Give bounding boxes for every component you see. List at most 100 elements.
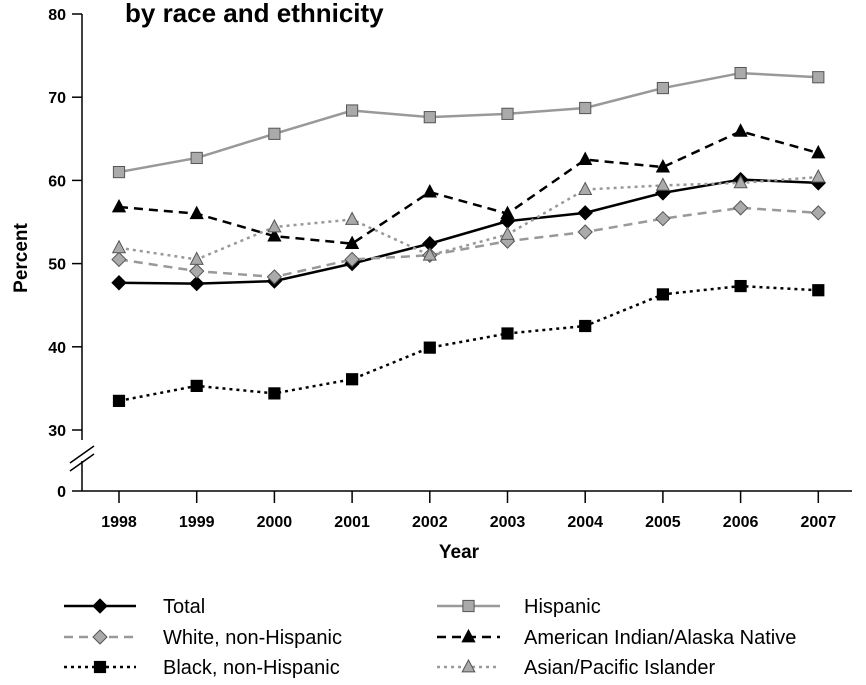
- data-point: [344, 211, 360, 225]
- x-tick-label: 1998: [101, 514, 137, 531]
- data-point: [266, 269, 283, 285]
- data-point: [344, 235, 360, 250]
- x-axis-ticks: 1998 1999 2000 2001 2002 2003 2004 2005 2006 2007: [101, 491, 836, 531]
- x-tick-label: 2004: [567, 514, 603, 531]
- data-point: [579, 319, 592, 333]
- legend-marker: [461, 658, 476, 673]
- legend-label: Asian/Pacific Islander: [524, 657, 716, 679]
- series-line: [118, 129, 819, 245]
- data-point: [656, 81, 669, 95]
- data-point: [655, 210, 671, 227]
- data-point: [267, 218, 282, 233]
- data-point: [112, 165, 126, 179]
- series-line: [118, 284, 819, 403]
- legend-marker: [93, 660, 107, 674]
- data-point: [578, 181, 593, 195]
- data-point: [268, 387, 281, 400]
- series-markers-4: [111, 123, 826, 250]
- y-axis-label: Percent: [11, 222, 32, 292]
- data-point: [733, 123, 748, 137]
- data-point: [732, 200, 749, 216]
- y-axis-ticks: 30 40 50 60 70 80 0: [48, 7, 82, 501]
- series-4: [118, 129, 819, 245]
- data-point: [655, 159, 671, 173]
- series-markers-5: [111, 169, 826, 265]
- legend-label: Black, non-Hispanic: [163, 657, 340, 679]
- data-point: [188, 263, 205, 279]
- data-point: [812, 284, 825, 297]
- series-markers-1: [111, 200, 827, 285]
- series-line: [118, 206, 819, 279]
- series-markers-3: [112, 66, 825, 179]
- data-point: [578, 151, 593, 165]
- legend-entry: Total: [64, 596, 205, 618]
- y-tick-label: 60: [48, 173, 66, 190]
- series-1: [118, 206, 819, 279]
- data-point: [188, 275, 205, 292]
- x-tick-label: 2005: [645, 514, 681, 531]
- y-tick-label: 40: [48, 340, 66, 357]
- series-line: [118, 175, 819, 261]
- legend-label: Total: [163, 596, 205, 618]
- data-point: [423, 341, 436, 354]
- y-tick-label: 50: [48, 257, 66, 274]
- data-point: [812, 71, 825, 84]
- data-point: [501, 327, 514, 340]
- data-point: [111, 275, 127, 291]
- y-axis-break-mark: [69, 445, 95, 464]
- data-point: [423, 111, 436, 124]
- series-3: [118, 71, 819, 174]
- data-point: [811, 144, 826, 159]
- series-markers-2: [112, 279, 825, 407]
- series-0: [118, 178, 819, 285]
- chart-title: by race and ethnicity: [125, 0, 384, 28]
- data-point: [810, 205, 827, 221]
- legend-entry: Black, non-Hispanic: [64, 657, 340, 679]
- legend-marker: [462, 599, 475, 613]
- y-tick-label: 70: [48, 90, 66, 107]
- data-point: [577, 205, 593, 221]
- legend-entry: Hispanic: [437, 596, 601, 618]
- data-point: [268, 127, 281, 140]
- data-point: [346, 104, 359, 117]
- x-tick-label: 1999: [179, 514, 215, 531]
- x-tick-label: 2002: [412, 514, 448, 531]
- data-point: [500, 205, 515, 220]
- data-point: [189, 205, 204, 220]
- legend: Total White, non-Hispanic Black, non-Hispa…: [64, 596, 796, 679]
- y-tick-label: 0: [57, 484, 66, 501]
- legend-marker: [92, 629, 108, 645]
- legend-entry: White, non-Hispanic: [64, 627, 342, 649]
- y-tick-label: 80: [48, 7, 66, 24]
- data-point: [111, 198, 127, 213]
- data-point: [346, 373, 359, 386]
- legend-entry: American Indian/Alaska Native: [437, 627, 796, 649]
- series-5: [118, 175, 819, 261]
- data-point: [422, 247, 437, 261]
- data-point: [190, 379, 203, 393]
- data-point: [811, 169, 826, 183]
- data-point: [111, 251, 127, 268]
- data-point: [112, 394, 126, 407]
- data-point: [734, 66, 747, 80]
- axes: [69, 14, 852, 492]
- x-tick-label: 2000: [257, 514, 293, 531]
- data-point: [655, 177, 671, 191]
- data-point: [422, 183, 437, 198]
- data-point: [501, 107, 514, 120]
- x-tick-label: 2001: [334, 514, 370, 531]
- legend-marker: [461, 628, 476, 643]
- data-series: [111, 66, 827, 407]
- legend-marker: [92, 598, 108, 614]
- data-point: [267, 228, 282, 242]
- data-point: [733, 174, 748, 189]
- x-axis-label: Year: [439, 542, 480, 563]
- data-point: [189, 251, 204, 265]
- data-point: [734, 279, 747, 293]
- data-point: [344, 251, 360, 268]
- x-tick-label: 2003: [490, 514, 526, 531]
- data-point: [656, 288, 669, 301]
- x-tick-label: 2006: [723, 514, 759, 531]
- data-point: [500, 226, 515, 240]
